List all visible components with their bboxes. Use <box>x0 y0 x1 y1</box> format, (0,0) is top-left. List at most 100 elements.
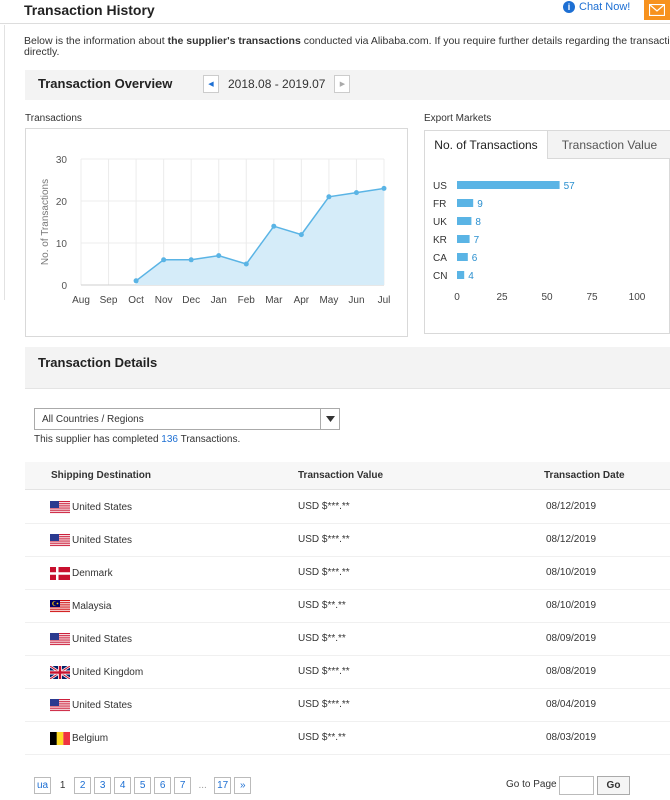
page-2[interactable]: 2 <box>74 777 92 794</box>
table-header: Shipping Destination Transaction Value T… <box>25 462 670 490</box>
value-cell: USD $**.** <box>298 732 346 743</box>
bar-category-label: UK <box>433 217 447 228</box>
go-button[interactable]: Go <box>597 776 630 795</box>
export-markets-label: Export Markets <box>424 113 492 124</box>
x-tick-label: 0 <box>454 292 460 303</box>
page-4[interactable]: 4 <box>114 777 132 794</box>
value-cell: USD $***.** <box>298 699 350 710</box>
table-row: Malaysia USD $**.** 08/10/2019 <box>25 590 670 623</box>
transactions-chart-label: Transactions <box>25 113 82 124</box>
intro-bold: the supplier's transactions <box>167 36 301 47</box>
destination-name: Belgium <box>72 733 109 744</box>
x-tick-label: Mar <box>265 295 283 306</box>
flag-us-icon <box>50 534 70 547</box>
tab-transaction-value[interactable]: Transaction Value <box>548 131 670 159</box>
destination-cell: Belgium <box>50 732 108 745</box>
x-tick-label: Jan <box>211 295 227 306</box>
series-area <box>136 188 384 285</box>
flag-my-icon <box>50 600 70 613</box>
date-cell: 08/10/2019 <box>546 600 597 611</box>
next-page-button[interactable]: » <box>234 777 252 794</box>
bar <box>457 253 468 261</box>
bar-value-label: 9 <box>477 199 483 210</box>
x-tick-label: Feb <box>238 295 256 306</box>
destination-cell: Malaysia <box>50 600 111 613</box>
destination-cell: United Kingdom <box>50 666 143 679</box>
x-tick-label: Nov <box>155 295 173 306</box>
bar-value-label: 7 <box>474 235 480 246</box>
destination-name: United States <box>72 700 133 711</box>
info-icon: i <box>563 1 575 13</box>
country-select-value: All Countries / Regions <box>42 414 144 425</box>
intro-text: Below is the information about the suppl… <box>24 36 670 58</box>
destination-cell: Denmark <box>50 567 113 580</box>
y-tick-label: 30 <box>56 155 68 166</box>
top-bar: Transaction History i Chat Now! <box>0 0 670 24</box>
page-3[interactable]: 3 <box>94 777 112 794</box>
transactions-chart: 0 10 20 30 No. of Transactions Aug Sep Oct Nov De… <box>25 128 408 337</box>
destination-cell: United States <box>50 699 132 712</box>
details-title: Transaction Details <box>38 355 158 370</box>
date-cell: 08/12/2019 <box>546 534 597 545</box>
destination-name: Denmark <box>72 568 113 579</box>
date-cell: 08/08/2019 <box>546 666 597 677</box>
table-row: Denmark USD $***.** 08/10/2019 <box>25 557 670 590</box>
date-cell: 08/10/2019 <box>546 567 597 578</box>
x-tick-label: Apr <box>294 295 310 306</box>
chat-now-link[interactable]: i Chat Now! <box>563 1 630 13</box>
x-tick-label: Jun <box>348 295 364 306</box>
intro-suffix: conducted via Alibaba.com. If you requir… <box>303 36 670 47</box>
column-header-destination: Shipping Destination <box>51 470 151 481</box>
data-point <box>326 194 332 200</box>
data-point <box>216 253 222 259</box>
bar <box>457 217 472 225</box>
date-cell: 08/09/2019 <box>546 633 597 644</box>
chevron-down-icon <box>320 409 339 429</box>
page-5[interactable]: 5 <box>134 777 152 794</box>
bar-category-label: CN <box>433 271 447 282</box>
series-line <box>135 187 385 282</box>
page-17[interactable]: 17 <box>214 777 232 794</box>
export-markets-panel: No. of Transactions Transaction Value US… <box>424 130 670 334</box>
y-tick-label: 0 <box>61 281 67 292</box>
flag-gb-icon <box>50 666 70 679</box>
prev-page-button[interactable]: ua <box>34 777 52 794</box>
bar-category-label: CA <box>433 253 447 264</box>
page-6[interactable]: 6 <box>154 777 172 794</box>
tab-no-of-transactions[interactable]: No. of Transactions <box>425 131 548 159</box>
data-point <box>298 232 304 238</box>
date-cell: 08/04/2019 <box>546 699 597 710</box>
left-divider <box>4 25 5 300</box>
bar-category-label: FR <box>433 199 446 210</box>
value-cell: USD $***.** <box>298 534 350 545</box>
transactions-chart-svg: 0 10 20 30 No. of Transactions Aug Sep Oct Nov De… <box>40 155 390 306</box>
completed-count: 136 <box>161 434 178 445</box>
destination-name: United States <box>72 502 133 513</box>
destination-name: United States <box>72 634 133 645</box>
page-7[interactable]: 7 <box>174 777 192 794</box>
overview-title: Transaction Overview <box>38 76 173 91</box>
mail-icon <box>649 4 665 16</box>
date-cell: 08/03/2019 <box>546 732 597 743</box>
country-select[interactable]: All Countries / Regions <box>34 408 340 430</box>
go-to-page-input[interactable] <box>559 776 594 795</box>
completed-suffix: Transactions. <box>177 434 241 445</box>
bar <box>457 181 560 189</box>
flag-us-icon <box>50 501 70 514</box>
chevron-right-icon: ▶ <box>339 81 346 88</box>
chat-now-label: Chat Now! <box>579 1 631 13</box>
y-tick-label: 20 <box>56 197 68 208</box>
intro-line2: directly. <box>24 46 60 58</box>
x-tick-label: 75 <box>586 292 598 303</box>
table-row: United States USD $***.** 08/12/2019 <box>25 491 670 524</box>
table-row: United Kingdom USD $***.** 08/08/2019 <box>25 656 670 689</box>
chevron-left-icon: ◀ <box>208 81 214 88</box>
mail-button[interactable] <box>644 0 670 20</box>
next-period-button[interactable]: ▶ <box>334 75 351 93</box>
data-point <box>353 190 359 196</box>
bar <box>457 271 465 279</box>
destination-cell: United States <box>50 501 132 514</box>
bar-value-label: 57 <box>564 181 576 192</box>
prev-period-button[interactable]: ◀ <box>203 75 219 93</box>
page-title: Transaction History <box>24 2 155 18</box>
